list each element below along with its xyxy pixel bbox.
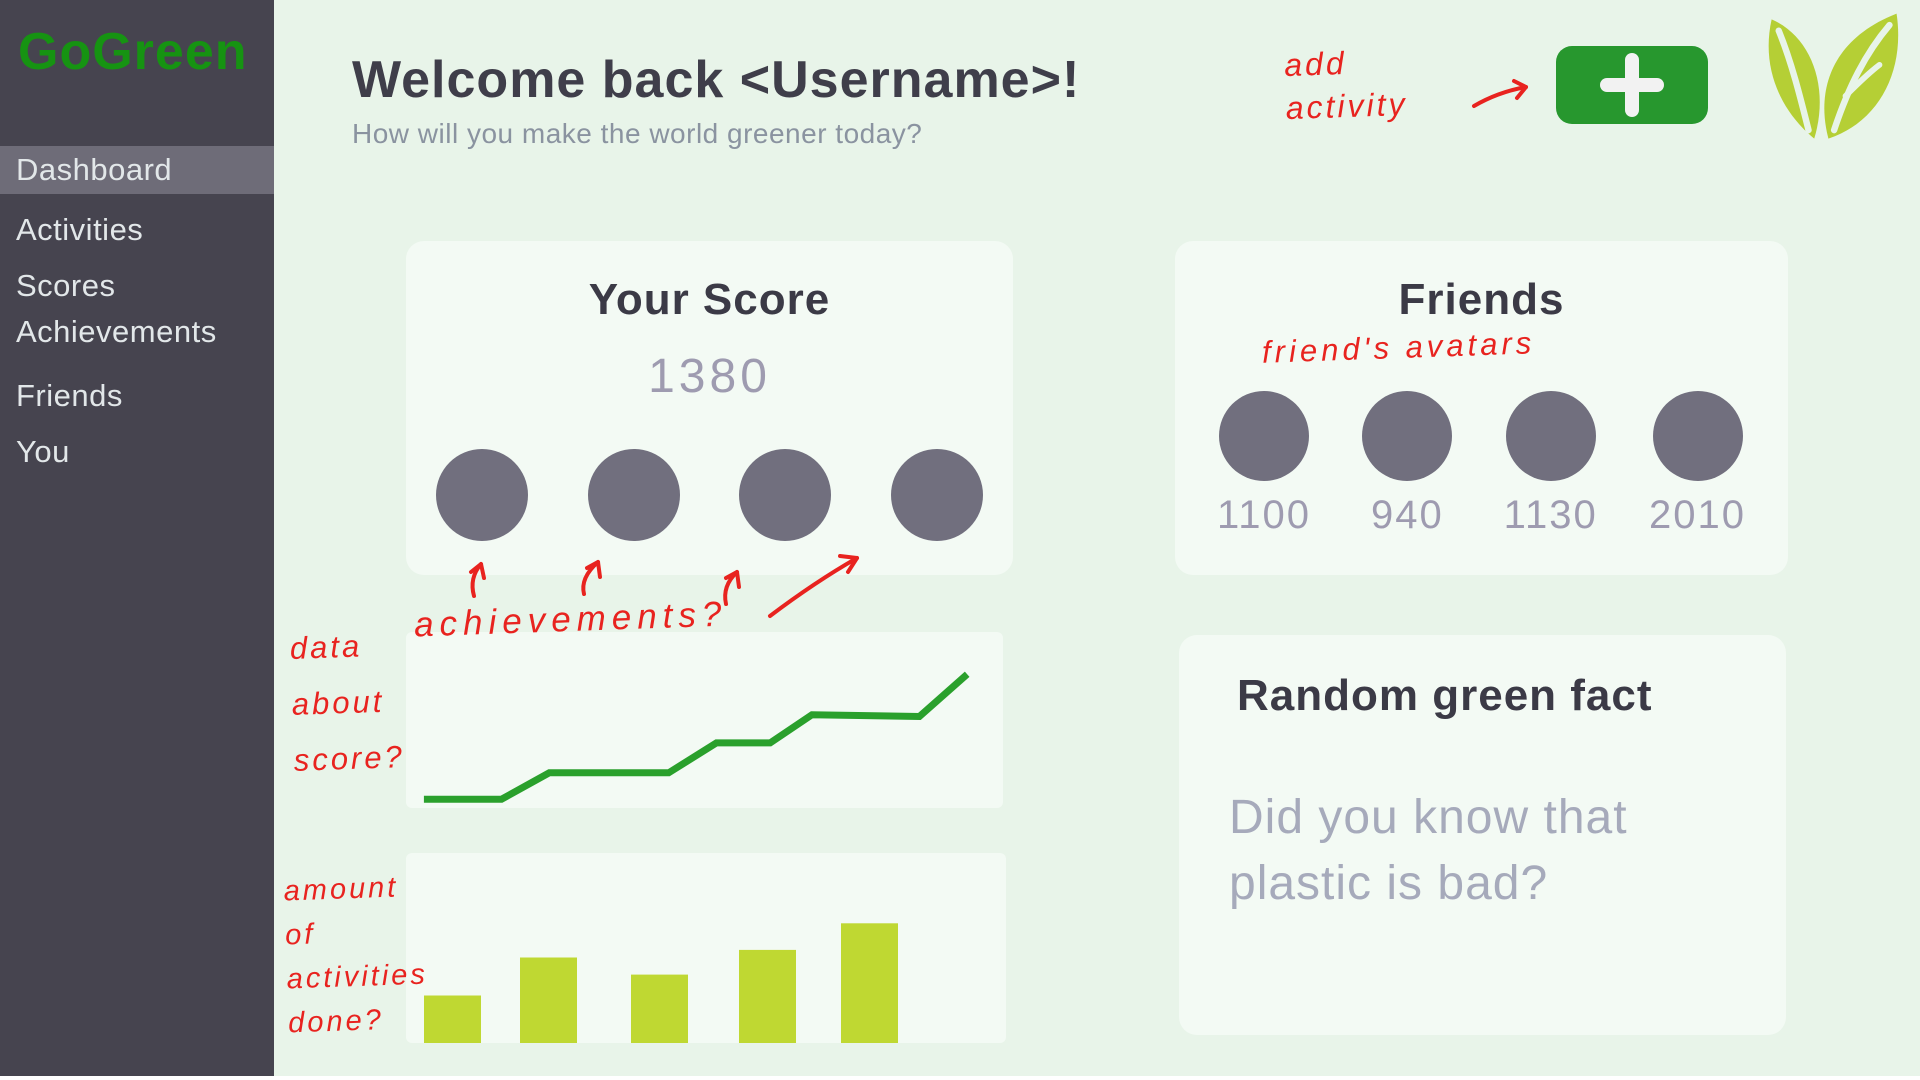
- friend-score: 1130: [1503, 493, 1598, 537]
- friend-score: 940: [1370, 493, 1444, 537]
- annotation-line: activity: [1285, 86, 1409, 127]
- friends-card: Friends 1100 940 1130 2010: [1175, 241, 1788, 575]
- add-activity-button[interactable]: [1556, 46, 1708, 124]
- friend-avatar[interactable]: [1505, 391, 1596, 481]
- achievement-circle[interactable]: [587, 449, 680, 541]
- annotation-line: done?: [287, 1004, 385, 1040]
- friend-avatar[interactable]: [1652, 391, 1743, 481]
- add-activity-arrow: [1472, 79, 1528, 108]
- annotation-line: activities: [286, 958, 429, 996]
- score-card-title: Your Score: [588, 275, 831, 324]
- bar-chart-annotation: amount of activities done?: [283, 868, 430, 1049]
- score-value: 1380: [648, 350, 771, 403]
- sidebar-item-activities[interactable]: Activities: [16, 212, 144, 247]
- friends-card-title: Friends: [1398, 275, 1565, 324]
- friend-item: 1130: [1504, 391, 1598, 538]
- score-trend-line: [424, 674, 967, 799]
- friend-item: 2010: [1649, 391, 1746, 538]
- leaf-icon: [1768, 13, 1899, 139]
- achievement-circle[interactable]: [436, 449, 528, 541]
- activity-bar: [841, 923, 898, 1043]
- friend-avatar[interactable]: [1219, 391, 1309, 481]
- fact-card-title: Random green fact: [1237, 671, 1653, 720]
- sidebar-item-friends[interactable]: Friends: [16, 378, 123, 413]
- random-fact-card: Random green fact Did you know that plas…: [1179, 635, 1786, 1035]
- activities-bar-chart: [406, 853, 1006, 1043]
- plus-icon: [1625, 53, 1639, 117]
- friend-score: 1100: [1217, 493, 1312, 537]
- score-card: Your Score 1380: [406, 241, 1013, 575]
- annotation-line: about: [291, 683, 385, 722]
- friends-row: 1100 940 1130 2010: [1175, 391, 1788, 538]
- annotation-line: amount: [283, 871, 399, 908]
- friend-item: 940: [1362, 391, 1453, 538]
- page-subtitle: How will you make the world greener toda…: [352, 118, 923, 149]
- sidebar-item-scores[interactable]: Scores: [16, 268, 116, 303]
- sidebar-item-dashboard[interactable]: Dashboard: [0, 146, 274, 194]
- score-line-chart: [406, 632, 1003, 808]
- sidebar-item-achievements[interactable]: Achievements: [16, 314, 217, 349]
- achievement-circles-row: [406, 449, 1013, 541]
- sidebar: GoGreen Dashboard Activities Scores Achieve…: [0, 0, 274, 1076]
- activity-bar: [520, 957, 577, 1043]
- add-activity-annotation: add activity: [1284, 40, 1409, 131]
- achievement-circle[interactable]: [890, 449, 983, 541]
- friend-score: 2010: [1649, 493, 1746, 537]
- friend-item: 1100: [1217, 391, 1311, 538]
- activity-bar: [631, 974, 688, 1043]
- bottom-strip: [0, 1076, 1920, 1080]
- fact-line: Did you know that: [1229, 791, 1628, 844]
- friend-avatar[interactable]: [1362, 391, 1453, 481]
- achievements-arrows: [469, 554, 859, 618]
- sidebar-item-you[interactable]: You: [16, 434, 70, 469]
- annotation-line: of: [284, 918, 316, 952]
- annotation-line: score?: [293, 738, 406, 778]
- annotation-line: data: [289, 628, 363, 666]
- line-chart-annotation: data about score?: [289, 624, 406, 795]
- annotation-line: add: [1283, 44, 1348, 84]
- page-title: Welcome back <Username>!: [352, 51, 1081, 109]
- fact-line: plastic is bad?: [1229, 857, 1549, 910]
- fact-card-body: Did you know that plastic is bad?: [1229, 785, 1729, 917]
- activity-bar: [424, 995, 481, 1043]
- achievement-circle[interactable]: [739, 449, 832, 541]
- gogreen-logo: GoGreen: [18, 23, 248, 81]
- activity-bar: [739, 949, 796, 1043]
